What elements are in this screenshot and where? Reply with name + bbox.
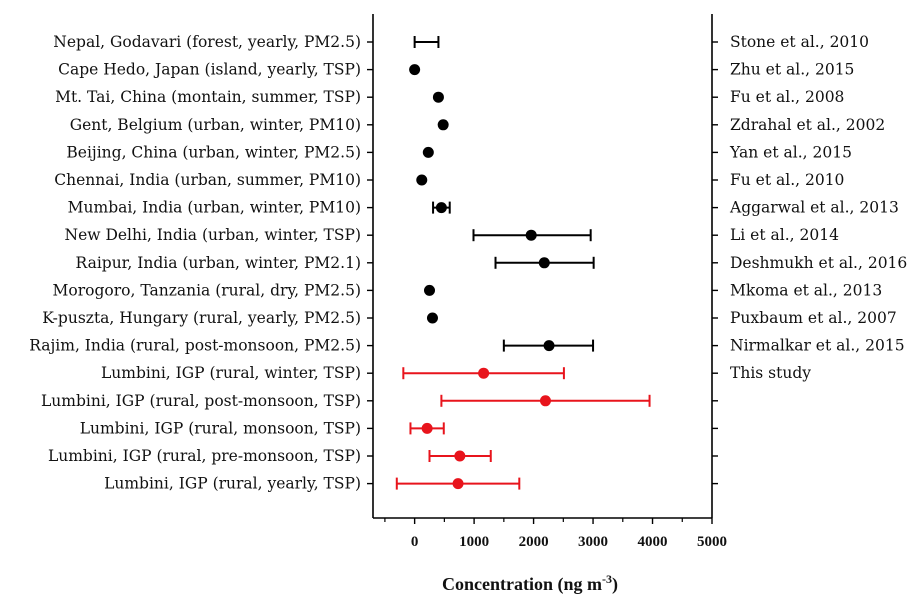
category-label: Lumbini, IGP (rural, pre-monsoon, TSP) xyxy=(48,447,361,465)
data-point xyxy=(452,478,464,490)
source-label: Fu et al., 2008 xyxy=(730,88,844,106)
data-point xyxy=(454,450,466,462)
source-label: Deshmukh et al., 2016 xyxy=(730,254,907,272)
row-labels: Nepal, Godavari (forest, yearly, PM2.5) S… xyxy=(29,33,907,493)
data-point xyxy=(437,119,449,131)
category-label: Morogoro, Tanzania (rural, dry, PM2.5) xyxy=(53,281,361,299)
category-label: Lumbini, IGP (rural, post-monsoon, TSP) xyxy=(41,392,361,410)
source-label: Mkoma et al., 2013 xyxy=(730,281,882,299)
data-point xyxy=(426,312,438,324)
data-point xyxy=(424,284,435,296)
category-label: Beijing, China (urban, winter, PM2.5) xyxy=(66,143,361,161)
category-label: Gent, Belgium (urban, winter, PM10) xyxy=(70,116,361,134)
data-point xyxy=(409,64,421,76)
source-label: Stone et al., 2010 xyxy=(730,33,869,51)
x-tick-label: 4000 xyxy=(638,534,668,550)
source-label: Aggarwal et al., 2013 xyxy=(729,199,899,217)
category-label: Chennai, India (urban, summer, PM10) xyxy=(54,171,361,189)
data-point xyxy=(525,229,537,241)
x-axis-title-main: Concentration (ng m xyxy=(442,574,602,595)
source-label: Nirmalkar et al., 2015 xyxy=(730,337,905,355)
x-axis-title: Concentration (ng m-3) xyxy=(442,572,618,595)
category-label: Mumbai, India (urban, winter, PM10) xyxy=(68,199,361,217)
x-axis-title-superscript: -3 xyxy=(602,572,612,586)
source-label: This study xyxy=(730,364,811,382)
category-label: Lumbini, IGP (rural, winter, TSP) xyxy=(101,364,361,382)
category-label: Cape Hedo, Japan (island, yearly, TSP) xyxy=(58,61,361,79)
category-label: K-puszta, Hungary (rural, yearly, PM2.5) xyxy=(42,309,361,327)
source-label: Fu et al., 2010 xyxy=(730,171,844,189)
category-label: Rajim, India (rural, post-monsoon, PM2.5… xyxy=(29,337,361,355)
x-tick-label: 2000 xyxy=(519,534,549,550)
category-label: Lumbini, IGP (rural, monsoon, TSP) xyxy=(80,419,361,437)
source-label: Puxbaum et al., 2007 xyxy=(730,309,897,327)
category-label: Mt. Tai, China (montain, summer, TSP) xyxy=(55,88,361,106)
data-point xyxy=(432,91,444,103)
source-label: Yan et al., 2015 xyxy=(729,143,852,161)
source-label: Zhu et al., 2015 xyxy=(730,61,854,79)
data-marks xyxy=(395,36,651,490)
data-point xyxy=(435,202,447,214)
data-point xyxy=(422,146,434,158)
axes: 0 1000 2000 3000 4000 5000 xyxy=(367,14,727,550)
source-label: Li et al., 2014 xyxy=(730,226,839,244)
data-point xyxy=(543,340,555,352)
x-tick-label: 3000 xyxy=(578,534,608,550)
category-label: Raipur, India (urban, winter, PM2.1) xyxy=(76,254,361,272)
data-point xyxy=(421,422,433,434)
source-label: Zdrahal et al., 2002 xyxy=(730,116,885,134)
data-point xyxy=(416,174,428,186)
data-point xyxy=(539,395,551,407)
x-axis-title-suffix: ) xyxy=(612,574,618,595)
data-point xyxy=(478,367,490,379)
category-label: Nepal, Godavari (forest, yearly, PM2.5) xyxy=(53,33,361,51)
x-tick-label: 0 xyxy=(411,534,419,550)
category-label: Lumbini, IGP (rural, yearly, TSP) xyxy=(104,475,361,493)
x-tick-label: 1000 xyxy=(459,534,489,550)
category-label: New Delhi, India (urban, winter, TSP) xyxy=(65,226,361,244)
x-tick-label: 5000 xyxy=(697,534,727,550)
data-point xyxy=(538,257,550,269)
